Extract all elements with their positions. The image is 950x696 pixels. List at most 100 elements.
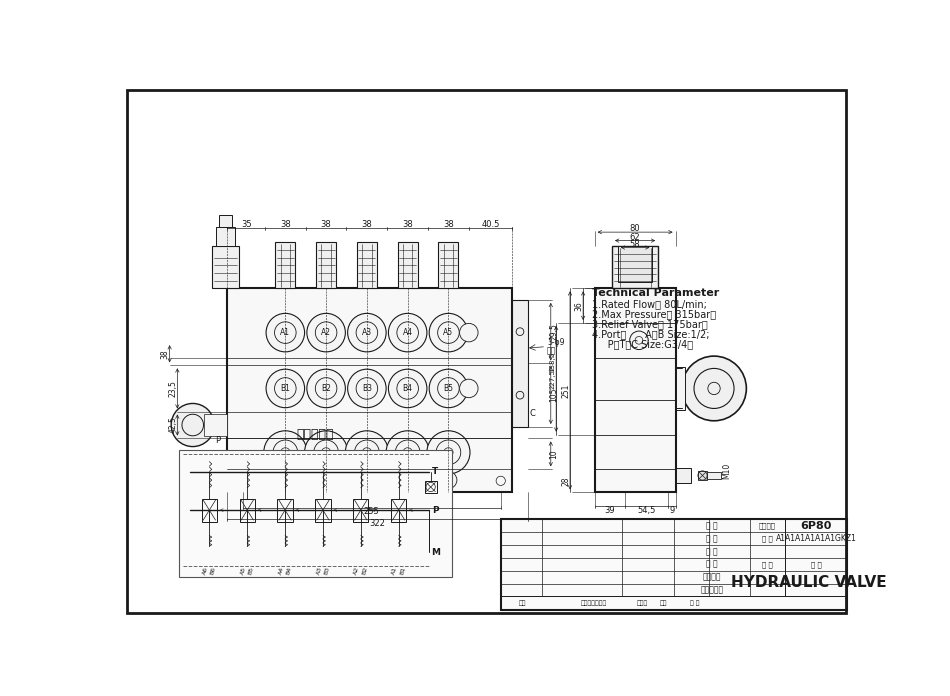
Text: 38: 38 — [443, 220, 454, 229]
Circle shape — [348, 313, 386, 352]
Circle shape — [460, 324, 478, 342]
Bar — [218, 215, 232, 227]
Text: C: C — [530, 409, 536, 418]
Text: A5: A5 — [240, 567, 247, 576]
Circle shape — [429, 313, 467, 352]
Text: 6P80: 6P80 — [800, 521, 832, 531]
Circle shape — [429, 369, 467, 408]
Text: B1: B1 — [280, 384, 291, 393]
Text: B4: B4 — [403, 384, 412, 393]
Text: M10: M10 — [723, 463, 732, 479]
Text: 更改内容或数量: 更改内容或数量 — [581, 601, 607, 606]
Text: 共 张: 共 张 — [762, 561, 773, 567]
Bar — [618, 246, 653, 282]
Bar — [425, 481, 437, 493]
Text: 322: 322 — [370, 519, 386, 528]
Circle shape — [266, 369, 305, 408]
Circle shape — [389, 369, 427, 408]
Circle shape — [307, 369, 346, 408]
Text: A1: A1 — [280, 328, 291, 337]
Circle shape — [171, 404, 215, 447]
Text: 29,5: 29,5 — [549, 323, 559, 340]
Text: 9: 9 — [670, 505, 674, 514]
Text: B3: B3 — [323, 567, 331, 576]
Text: 2.Max Pressure： 315bar，: 2.Max Pressure： 315bar， — [593, 309, 716, 319]
Bar — [595, 288, 675, 492]
Bar — [357, 242, 377, 288]
Text: 38: 38 — [362, 220, 372, 229]
Text: A4: A4 — [403, 328, 412, 337]
Bar — [439, 242, 459, 288]
Text: B6: B6 — [210, 567, 217, 576]
Text: 重 量: 重 量 — [762, 535, 773, 542]
Text: 3.Relief Valve： 175bar；: 3.Relief Valve： 175bar； — [593, 319, 708, 329]
Text: 35: 35 — [241, 220, 252, 229]
Text: P: P — [216, 436, 220, 445]
Bar — [612, 246, 658, 288]
Bar — [204, 414, 227, 436]
Text: 日期: 日期 — [660, 601, 667, 606]
Text: P、T、C Size:G3/4；: P、T、C Size:G3/4； — [593, 339, 694, 349]
Bar — [201, 498, 217, 521]
Bar — [277, 498, 293, 521]
Text: 40.5: 40.5 — [482, 220, 500, 229]
Text: 38: 38 — [280, 220, 291, 229]
Text: 39: 39 — [605, 505, 616, 514]
Text: 3-φ9: 3-φ9 — [547, 338, 564, 347]
Text: A1A1A1A1A1A1GKZ1: A1A1A1A1A1A1GKZ1 — [775, 534, 857, 543]
Bar — [707, 473, 721, 479]
Circle shape — [682, 356, 747, 421]
Text: B2: B2 — [321, 384, 331, 393]
Text: 标准化检查: 标准化检查 — [700, 585, 724, 594]
Text: 23,5: 23,5 — [168, 380, 178, 397]
Bar — [276, 242, 295, 288]
Circle shape — [305, 431, 348, 474]
Text: 工艺检查: 工艺检查 — [703, 573, 721, 582]
Circle shape — [266, 313, 305, 352]
Text: B2: B2 — [361, 567, 368, 576]
Circle shape — [460, 379, 478, 397]
Text: 制 图: 制 图 — [706, 534, 718, 543]
Text: 38: 38 — [161, 349, 169, 358]
Text: 设 计: 设 计 — [706, 521, 718, 530]
Circle shape — [389, 313, 427, 352]
Text: A6: A6 — [202, 567, 209, 576]
Text: 62: 62 — [630, 233, 640, 242]
Circle shape — [264, 431, 307, 474]
Text: 28: 28 — [561, 476, 571, 486]
Bar — [212, 246, 239, 288]
Text: 38: 38 — [321, 220, 332, 229]
Text: B3: B3 — [362, 384, 371, 393]
Text: T: T — [432, 467, 438, 476]
Circle shape — [317, 472, 334, 489]
Bar — [512, 300, 527, 427]
Text: M: M — [430, 548, 440, 557]
Text: 42,5: 42,5 — [168, 417, 178, 434]
Text: 描 图: 描 图 — [706, 547, 718, 556]
Text: 第 张: 第 张 — [810, 561, 822, 567]
Text: A2: A2 — [321, 328, 332, 337]
Bar — [227, 288, 512, 492]
Text: 1.Rated Flow： 80L/min;: 1.Rated Flow： 80L/min; — [593, 299, 707, 309]
Bar — [353, 498, 369, 521]
Text: A2: A2 — [353, 567, 360, 576]
Text: 液压原理图: 液压原理图 — [296, 428, 334, 441]
Text: A3: A3 — [362, 328, 372, 337]
Text: 通孔: 通孔 — [547, 346, 556, 355]
Text: 255: 255 — [364, 507, 380, 516]
Circle shape — [440, 472, 457, 489]
Text: 审 核: 审 核 — [690, 601, 699, 606]
Text: B5: B5 — [444, 384, 453, 393]
Bar — [675, 468, 691, 483]
Text: A1: A1 — [391, 567, 398, 576]
Text: 校 对: 校 对 — [706, 560, 718, 569]
Text: 54,5: 54,5 — [637, 505, 656, 514]
Text: 36: 36 — [575, 301, 583, 310]
Text: 10: 10 — [549, 449, 559, 459]
Text: 更改人: 更改人 — [637, 601, 649, 606]
Text: B5: B5 — [248, 567, 255, 576]
Bar — [675, 367, 685, 410]
Text: B1: B1 — [399, 567, 406, 576]
Text: 80: 80 — [630, 224, 640, 232]
Circle shape — [386, 431, 429, 474]
